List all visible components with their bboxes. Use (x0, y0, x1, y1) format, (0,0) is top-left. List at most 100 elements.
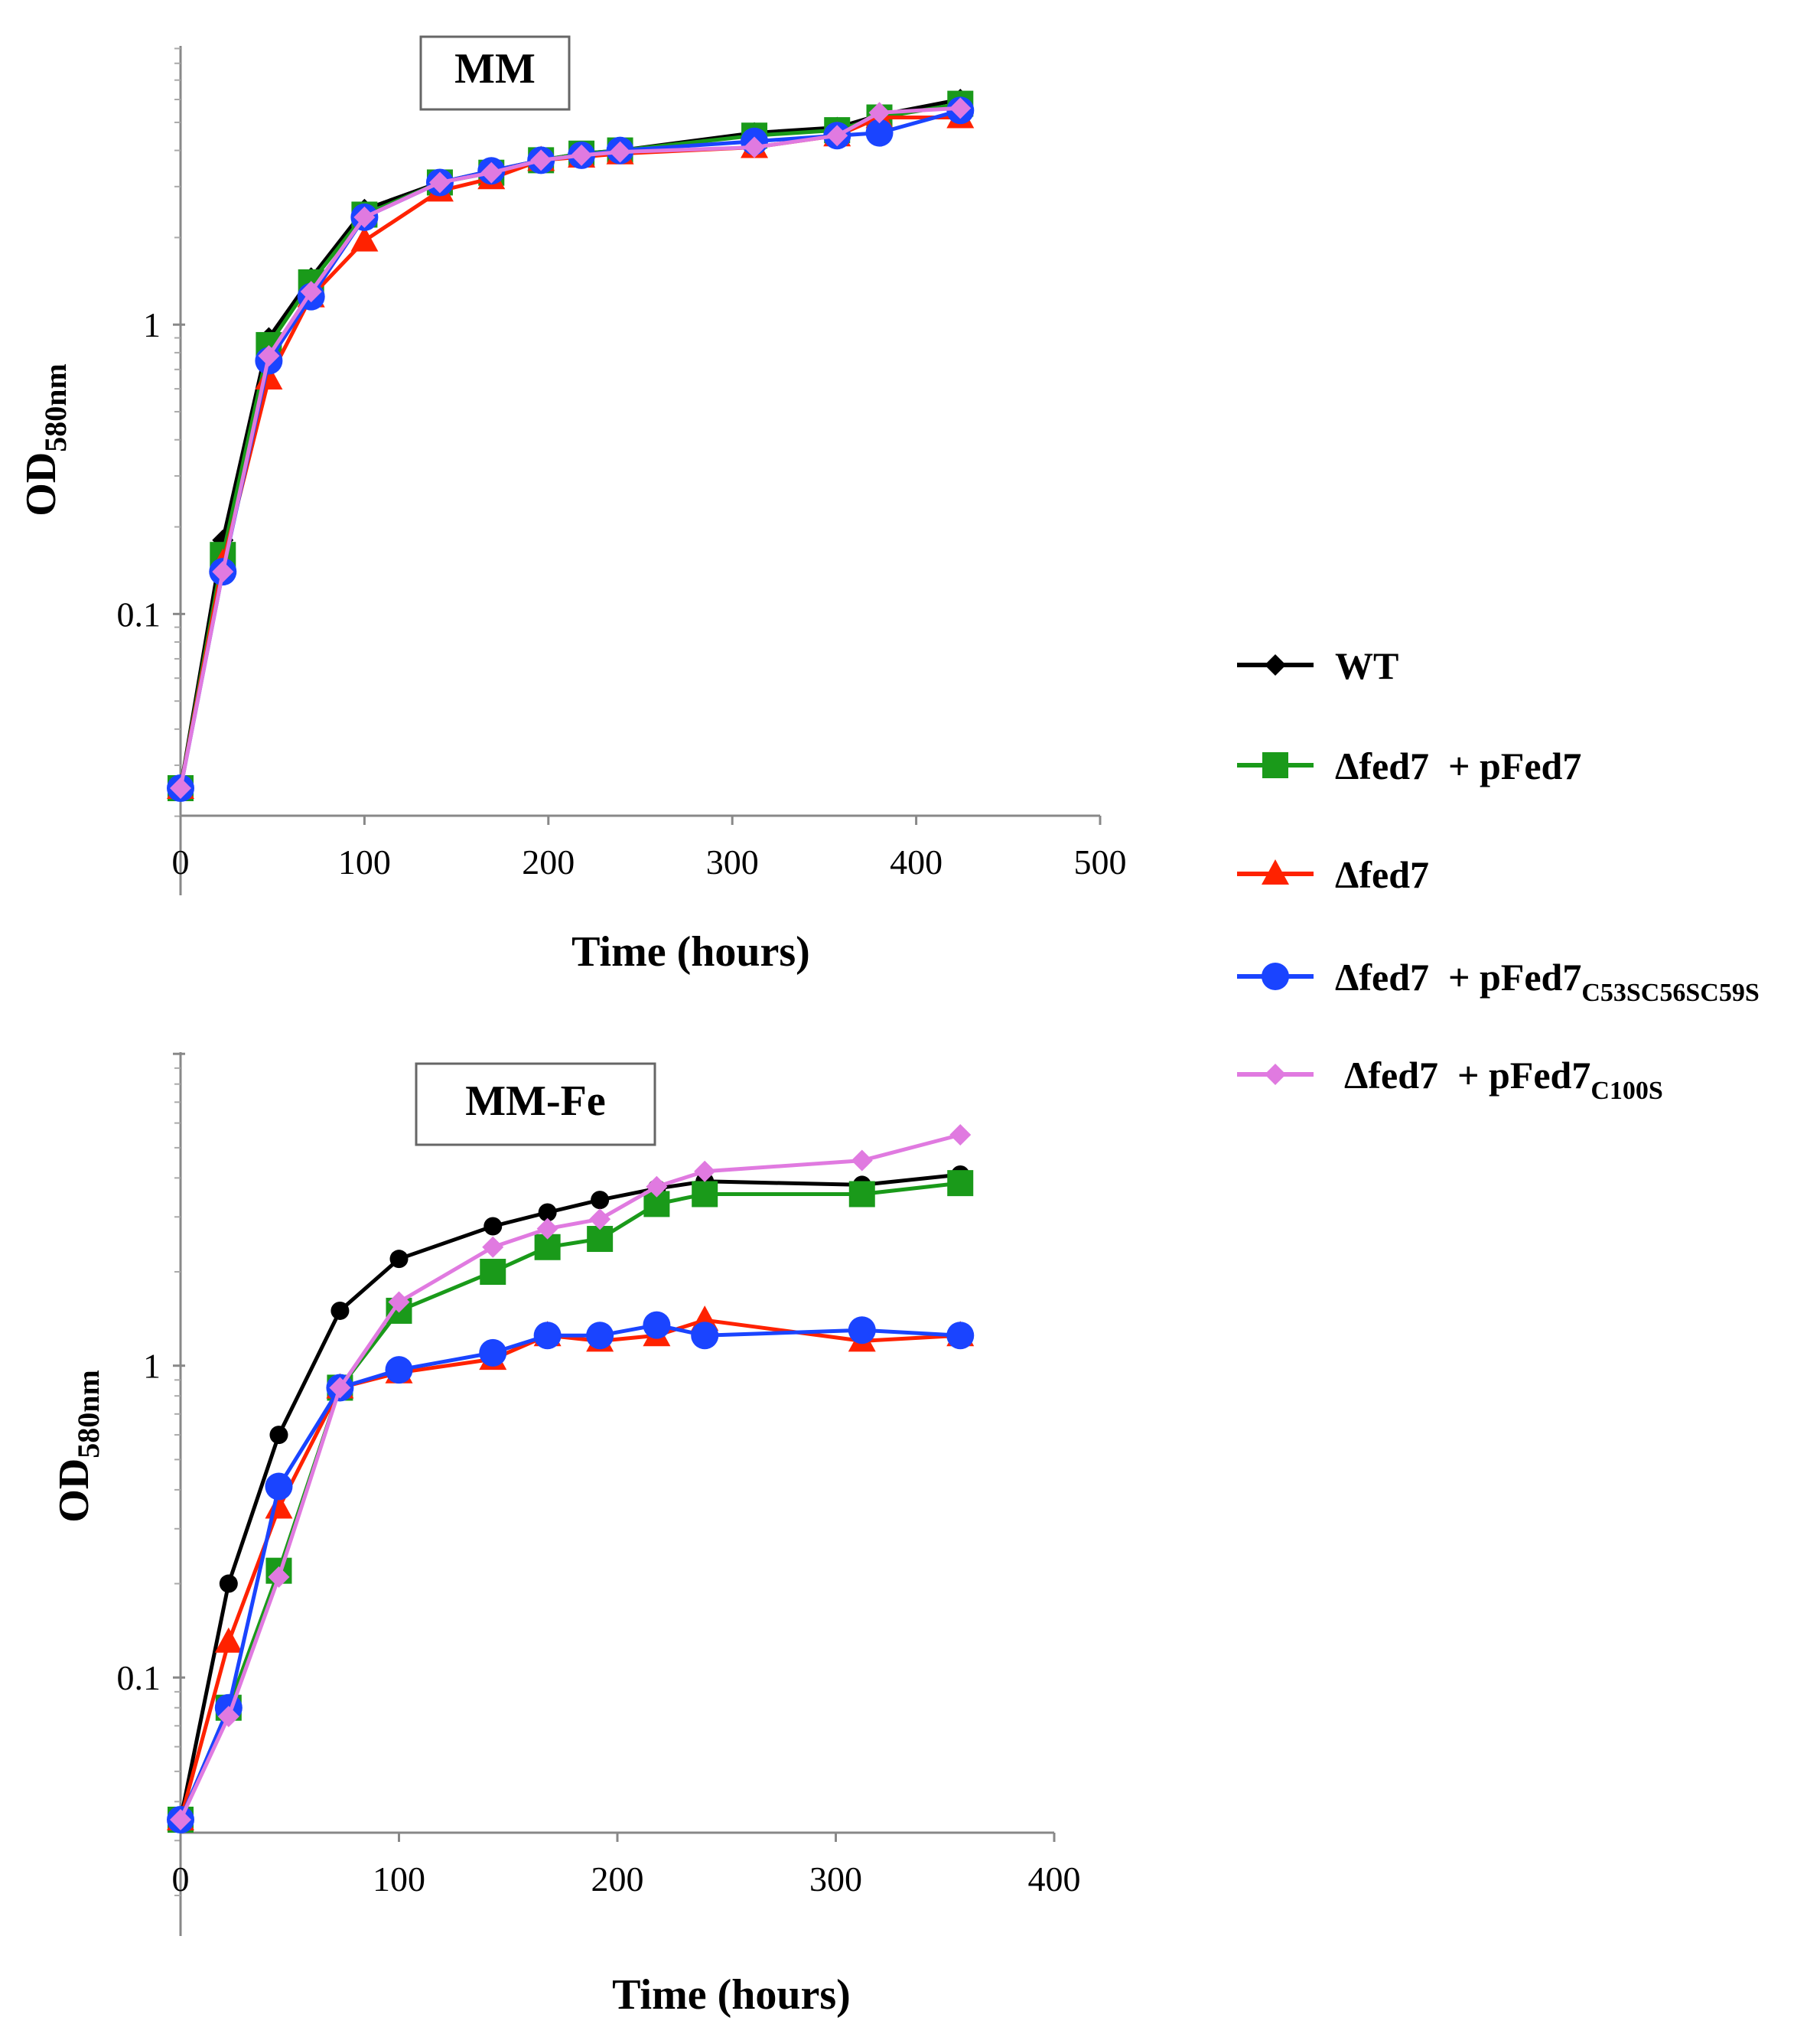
series-line (178, 106, 961, 789)
series-line (178, 102, 961, 789)
legend-label: Δfed7 + pFed7C53SC56SC59S (1335, 956, 1760, 1007)
data-point (949, 1124, 972, 1146)
legend-subscript: C100S (1590, 1077, 1662, 1105)
data-point (482, 1236, 504, 1258)
data-point (480, 1259, 506, 1286)
data-point (217, 1706, 239, 1728)
legend-item-complemented: Δfed7 + pFed7 (1237, 745, 1581, 787)
legend-marker (1262, 963, 1289, 990)
x-tick-label: 300 (706, 843, 759, 882)
y-tick-label: 1 (143, 1347, 161, 1386)
legend-item-c100s: Δfed7 + pFed7C100S (1237, 1054, 1663, 1105)
y-axis-title: OD580nm (50, 1370, 106, 1523)
series-5 (170, 97, 972, 799)
legend-item-wt: WT (1237, 644, 1398, 687)
series-line (178, 1181, 961, 1820)
data-point (329, 1377, 351, 1399)
x-tick-label: 400 (1028, 1859, 1081, 1899)
x-tick-label: 0 (172, 843, 190, 882)
chart-mm: MM 0.1 1 0 100 200 300 400 500 Time (hours) OD5… (18, 35, 1127, 976)
series-line (178, 1323, 961, 1820)
series-2 (168, 90, 974, 801)
legend-marker-shape (1262, 963, 1289, 990)
x-tick-label: 0 (172, 1859, 190, 1899)
data-point (530, 149, 552, 171)
data-point (258, 345, 280, 367)
data-point (428, 171, 451, 194)
legend-item-c53sc56sc59s: Δfed7 + pFed7C53SC56SC59S (1237, 956, 1760, 1007)
data-point (643, 1311, 671, 1339)
series-4 (167, 96, 975, 802)
series-5 (170, 1124, 972, 1830)
data-point (533, 1322, 562, 1350)
data-point (350, 226, 379, 252)
data-point (538, 1203, 557, 1222)
series-1 (170, 89, 972, 799)
data-point (214, 1627, 243, 1653)
data-point (947, 1170, 974, 1197)
legend-label: WT (1335, 644, 1398, 687)
data-point (300, 281, 322, 303)
data-point (591, 1191, 610, 1210)
data-point (589, 1208, 611, 1230)
series-3 (167, 103, 975, 799)
y-tick-label: 1 (143, 305, 161, 344)
x-axis-title: Time (hours) (571, 928, 810, 976)
data-point (848, 1181, 875, 1208)
legend-label: Δfed7 (1335, 853, 1429, 896)
x-axis-title: Time (hours) (612, 1971, 851, 2019)
data-point (212, 561, 234, 583)
data-point (388, 1291, 410, 1313)
legend-marker-shape (1265, 1064, 1286, 1085)
data-point (483, 1217, 503, 1236)
x-tick-label: 100 (338, 843, 391, 882)
data-point (949, 97, 972, 119)
data-point (479, 1338, 507, 1367)
y-axis-title-sub: 580nm (71, 1370, 106, 1459)
data-point (691, 1322, 719, 1350)
legend-label: Δfed7 + pFed7C100S (1344, 1054, 1663, 1105)
x-tick-label: 500 (1074, 843, 1127, 882)
data-point (609, 141, 631, 163)
data-point (744, 136, 766, 158)
legend-marker (1265, 654, 1286, 676)
chart-mm-fe: MM-Fe 0.1 1 0 100 200 300 400 Time (hours) OD5… (50, 1052, 1081, 2019)
chart-title: MM (454, 45, 536, 93)
x-tick-label: 300 (809, 1859, 862, 1899)
legend-label: Δfed7 + pFed7 (1335, 745, 1581, 787)
y-tick-label: 0.1 (117, 1658, 161, 1697)
chart-title: MM-Fe (465, 1077, 605, 1125)
chart-title-box (415, 1062, 656, 1146)
data-point (946, 1322, 975, 1350)
data-point (587, 1226, 614, 1253)
legend: WT Δfed7 + pFed7 Δfed7 Δfed7 + pFed7C53S… (1237, 644, 1760, 1105)
data-point (865, 119, 894, 147)
series-line (178, 116, 961, 789)
series-line (178, 1172, 961, 1820)
legend-marker (1265, 1064, 1286, 1085)
data-point (480, 161, 503, 184)
data-point (536, 1217, 558, 1240)
x-tick-label: 100 (373, 1859, 425, 1899)
y-tick-label: 0.1 (117, 595, 161, 634)
legend-marker-shape (1265, 654, 1286, 676)
chart-title-box (419, 35, 571, 111)
data-point (868, 102, 890, 124)
data-point (265, 1472, 293, 1501)
data-point (330, 1301, 350, 1320)
series-2 (168, 1170, 974, 1833)
data-point (851, 1149, 873, 1172)
data-point (269, 1426, 288, 1445)
y-axis-title-main: OD (18, 452, 65, 517)
data-point (692, 1181, 718, 1208)
series-line (178, 108, 961, 789)
data-point (170, 777, 191, 799)
legend-marker-shape (1262, 752, 1288, 778)
x-tick-label: 400 (890, 843, 943, 882)
data-point (389, 1250, 409, 1269)
legend-marker-shape (1262, 859, 1289, 885)
legend-marker (1262, 859, 1289, 885)
y-axis-title-main: OD (50, 1459, 98, 1523)
y-axis-title: OD580nm (18, 363, 73, 517)
